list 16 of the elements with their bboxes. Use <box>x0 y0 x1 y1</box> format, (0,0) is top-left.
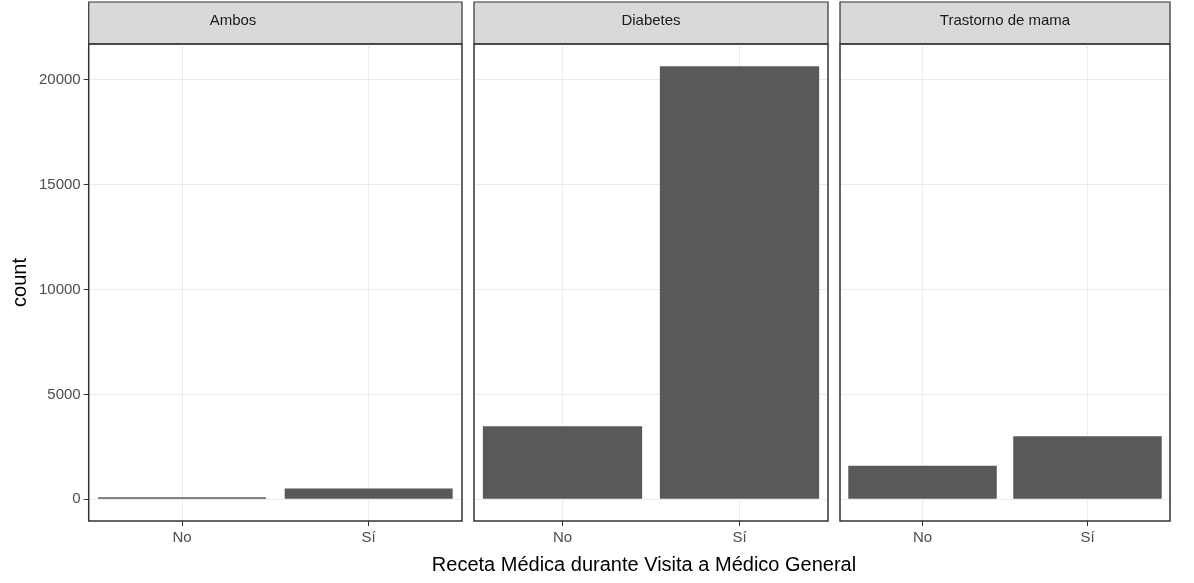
x-axis-title: Receta Médica durante Visita a Médico General <box>430 553 858 576</box>
y-tick-label: 20000 <box>38 70 81 88</box>
x-tick-label: No <box>912 528 933 546</box>
x-tick-label: Sí <box>1080 528 1096 546</box>
y-tick-label: 15000 <box>38 174 81 192</box>
chart-title: Ambos <box>209 11 257 29</box>
x-tick-label: Sí <box>361 528 377 546</box>
chart-title: Diabetes <box>621 11 681 29</box>
x-tick-label: No <box>172 528 192 546</box>
x-tick-label: No <box>552 528 573 546</box>
y-tick-label: 5000 <box>47 384 81 402</box>
y-tick-label: 10000 <box>38 279 81 297</box>
y-axis-title: count <box>7 257 30 307</box>
y-tick-label: 0 <box>72 489 81 507</box>
chart-title: Trastorno de mama <box>939 11 1071 29</box>
x-tick-label: Sí <box>732 528 748 546</box>
